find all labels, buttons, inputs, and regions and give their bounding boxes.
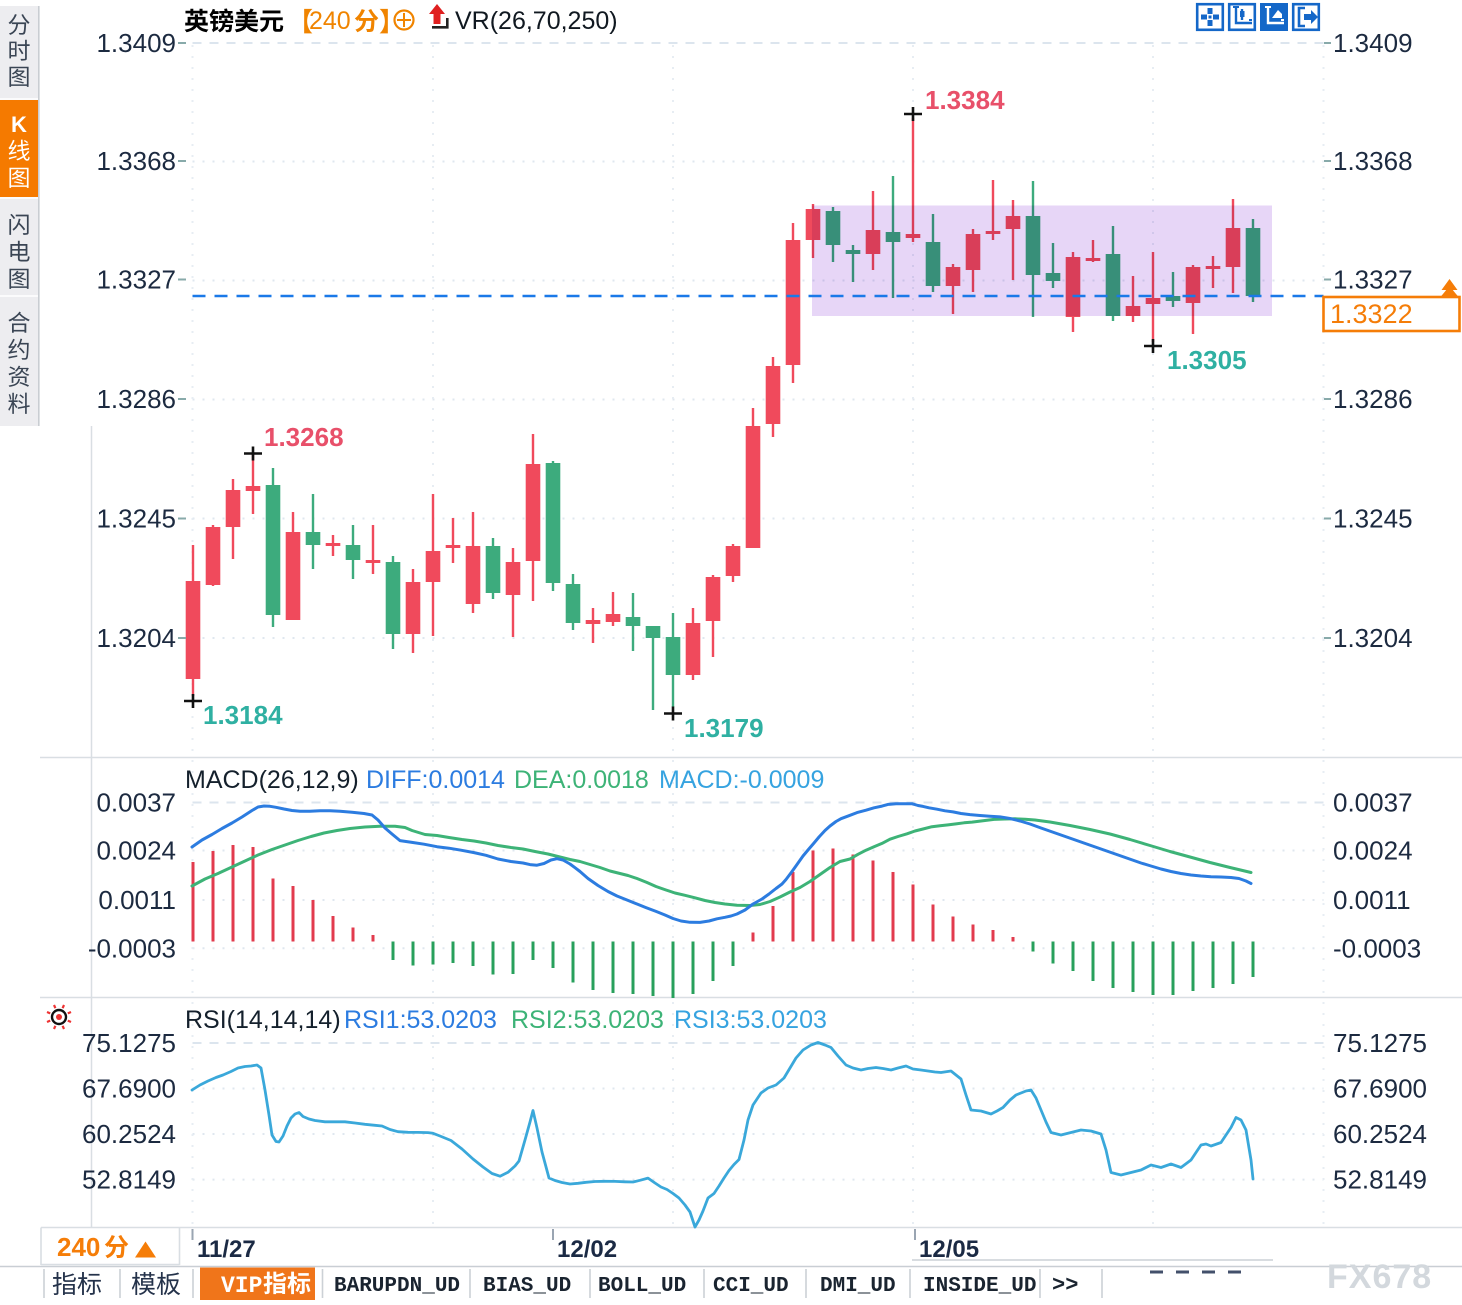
svg-text:>>: >> [1052, 1273, 1078, 1298]
svg-text:MACD(26,12,9): MACD(26,12,9) [185, 766, 359, 794]
svg-text:1.3204: 1.3204 [96, 623, 176, 653]
svg-text:52.8149: 52.8149 [82, 1165, 176, 1195]
svg-text:12/05: 12/05 [919, 1236, 979, 1263]
svg-text:RSI3:53.0203: RSI3:53.0203 [674, 1006, 827, 1034]
svg-text:DIFF:0.0014: DIFF:0.0014 [366, 766, 505, 794]
svg-text:1.3327: 1.3327 [96, 265, 176, 295]
svg-text:0.0024: 0.0024 [96, 836, 176, 866]
svg-text:1.3245: 1.3245 [1333, 504, 1413, 534]
svg-text:52.8149: 52.8149 [1333, 1165, 1427, 1195]
svg-text:60.2524: 60.2524 [82, 1119, 176, 1149]
svg-text:1.3184: 1.3184 [203, 700, 283, 730]
svg-text:0.0024: 0.0024 [1333, 836, 1413, 866]
svg-text:K: K [11, 112, 27, 137]
svg-text:0.0011: 0.0011 [1333, 885, 1411, 915]
svg-text:BIAS_UD: BIAS_UD [483, 1275, 571, 1298]
svg-text:RSI1:53.0203: RSI1:53.0203 [344, 1006, 497, 1034]
svg-text:-0.0003: -0.0003 [1333, 933, 1421, 963]
svg-text:1.3286: 1.3286 [96, 384, 176, 414]
svg-text:1.3305: 1.3305 [1167, 345, 1247, 375]
svg-text:1.3245: 1.3245 [96, 504, 176, 534]
svg-text:1.3409: 1.3409 [96, 28, 176, 58]
svg-text:240: 240 [57, 1232, 100, 1262]
svg-text:75.1275: 75.1275 [82, 1028, 176, 1058]
svg-text:1.3322: 1.3322 [1330, 299, 1413, 329]
svg-text:BOLL_UD: BOLL_UD [598, 1275, 686, 1298]
svg-text:VR(26,70,250): VR(26,70,250) [455, 7, 618, 35]
svg-text:0.0037: 0.0037 [1333, 788, 1413, 818]
svg-text:12/02: 12/02 [557, 1236, 617, 1263]
svg-text:RSI(14,14,14): RSI(14,14,14) [185, 1006, 341, 1034]
svg-text:1.3368: 1.3368 [96, 146, 176, 176]
svg-text:1.3368: 1.3368 [1333, 146, 1413, 176]
svg-text:60.2524: 60.2524 [1333, 1119, 1427, 1149]
svg-text:1.3268: 1.3268 [264, 422, 344, 452]
svg-text:1.3204: 1.3204 [1333, 623, 1413, 653]
svg-text:75.1275: 75.1275 [1333, 1028, 1427, 1058]
svg-text:INSIDE_UD: INSIDE_UD [923, 1275, 1036, 1298]
svg-text:-0.0003: -0.0003 [88, 933, 176, 963]
svg-text:11/27: 11/27 [197, 1236, 256, 1263]
svg-text:DEA:0.0018: DEA:0.0018 [514, 766, 649, 794]
svg-text:67.6900: 67.6900 [1333, 1074, 1427, 1104]
svg-text:BARUPDN_UD: BARUPDN_UD [334, 1275, 460, 1298]
svg-text:240: 240 [309, 7, 351, 35]
svg-text:FX678: FX678 [1327, 1258, 1432, 1296]
svg-text:0.0011: 0.0011 [98, 885, 176, 915]
svg-text:1.3384: 1.3384 [925, 85, 1005, 115]
svg-text:RSI2:53.0203: RSI2:53.0203 [511, 1006, 664, 1034]
svg-text:CCI_UD: CCI_UD [713, 1275, 789, 1298]
svg-text:DMI_UD: DMI_UD [820, 1275, 896, 1298]
svg-text:VIP: VIP [221, 1273, 262, 1299]
svg-text:67.6900: 67.6900 [82, 1074, 176, 1104]
svg-text:0.0037: 0.0037 [96, 788, 176, 818]
svg-text:1.3286: 1.3286 [1333, 384, 1413, 414]
svg-text:1.3327: 1.3327 [1333, 265, 1413, 295]
svg-text:MACD:-0.0009: MACD:-0.0009 [659, 766, 824, 794]
svg-text:1.3179: 1.3179 [684, 713, 764, 743]
svg-text:1.3409: 1.3409 [1333, 28, 1413, 58]
